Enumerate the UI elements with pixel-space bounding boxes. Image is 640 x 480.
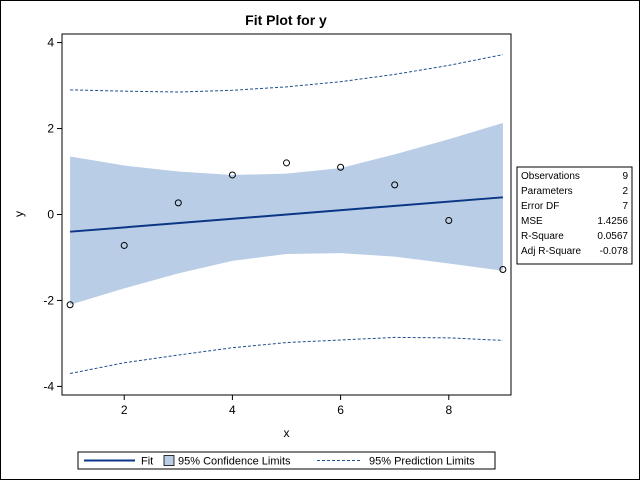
observation-point [66, 301, 74, 309]
stats-label: MSE [521, 216, 543, 227]
observation-point [391, 181, 399, 189]
legend [77, 451, 496, 470]
y-axis-label: y [12, 211, 26, 217]
y-tick-label: -2 [43, 293, 54, 307]
legend-confidence-swatch [163, 455, 175, 466]
y-tick-label: 4 [47, 36, 54, 50]
stats-label: Observations [521, 171, 580, 182]
observation-point [228, 171, 236, 179]
legend-prediction-label: 95% Prediction Limits [369, 456, 475, 468]
observation-point [174, 199, 182, 207]
x-tick-label: 2 [121, 403, 128, 417]
stats-value: 1.4256 [597, 216, 628, 227]
stats-value: -0.078 [600, 246, 629, 257]
y-tick-label: -4 [43, 379, 54, 393]
y-tick-label: 2 [47, 122, 54, 136]
stats-value: 7 [622, 201, 628, 212]
legend-confidence-label: 95% Confidence Limits [178, 456, 291, 468]
stats-label: Error DF [521, 201, 559, 212]
observation-point [120, 241, 128, 249]
prediction-limit-lower [70, 336, 503, 375]
stats-table [516, 166, 633, 265]
y-tick-label: 0 [47, 208, 54, 222]
stats-label: Parameters [521, 186, 573, 197]
legend-fit-label: Fit [141, 456, 153, 468]
x-tick-label: 6 [337, 403, 344, 417]
observation-point [445, 217, 453, 225]
x-axis-label: x [284, 426, 290, 440]
observation-point [283, 159, 290, 167]
stats-label: R-Square [521, 231, 564, 242]
chart-title: Fit Plot for y [245, 12, 327, 28]
stats-value: 0.0567 [597, 231, 628, 242]
observation-point [499, 266, 507, 274]
x-tick-label: 4 [229, 403, 236, 417]
stats-value: 9 [622, 171, 628, 182]
prediction-limit-upper [70, 54, 503, 93]
x-tick-label: 8 [445, 403, 452, 417]
fit-line [70, 196, 503, 233]
stats-value: 2 [622, 186, 628, 197]
observation-point [337, 163, 345, 171]
stats-label: Adj R-Square [521, 246, 581, 257]
